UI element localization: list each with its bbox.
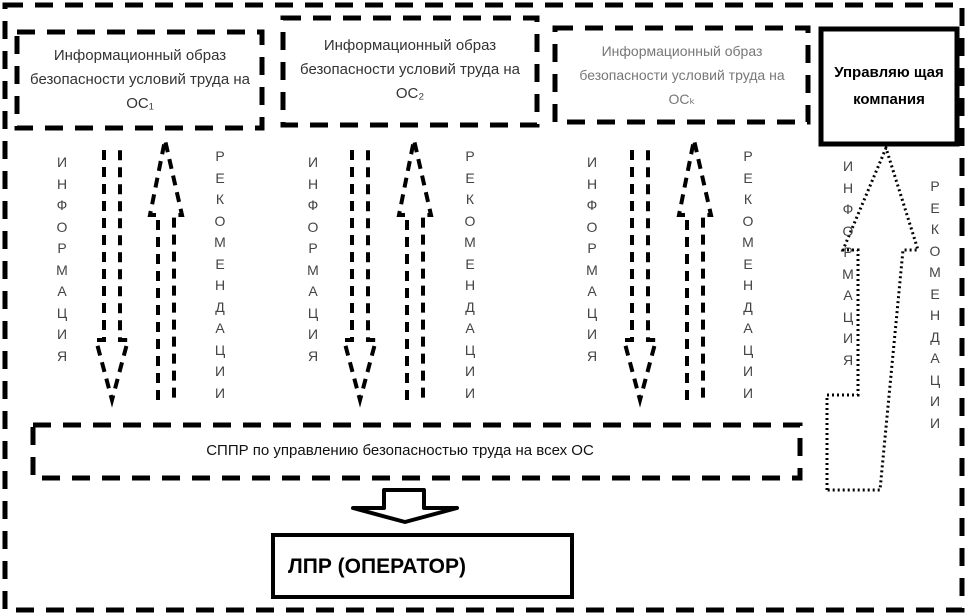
info-image-2-label: Информационный образ безопасности услови… (300, 37, 520, 102)
recommendations-label-management: РЕКОМЕНДАЦИИ (929, 178, 941, 431)
recommendation-arrow-1 (147, 139, 185, 400)
information-label-k: ИНФОРМАЦИЯ (586, 154, 598, 364)
recommendation-arrow-2 (396, 139, 434, 400)
management-feedback-arrow (825, 143, 921, 492)
recommendations-label-1: РЕКОМЕНДАЦИИ (214, 148, 226, 401)
info-image-2-box (280, 15, 540, 128)
info-image-k-box (552, 25, 811, 125)
dss-to-operator-arrow (351, 488, 459, 524)
info-image-k-label: Информационный образ безопасности услови… (579, 43, 785, 107)
information-label-1: ИНФОРМАЦИЯ (56, 154, 68, 364)
dss-label: СППР по управлению безопасностью труда н… (206, 442, 594, 459)
info-image-1-box (14, 29, 265, 131)
management-company-box (818, 26, 960, 147)
recommendation-arrow-k (676, 139, 714, 400)
information-arrow-2 (341, 150, 379, 408)
information-label-management: ИНФОРМАЦИЯ (842, 158, 854, 368)
recommendations-label-2: РЕКОМЕНДАЦИИ (464, 148, 476, 401)
recommendations-label-k: РЕКОМЕНДАЦИИ (742, 148, 754, 401)
decision-maker-label: ЛПР (ОПЕРАТОР) (287, 555, 467, 578)
information-arrow-1 (93, 150, 131, 408)
dss-box (30, 422, 803, 481)
management-company-label: Управляю щая компания (834, 64, 944, 108)
information-label-2: ИНФОРМАЦИЯ (307, 154, 319, 364)
decision-maker-box (271, 533, 574, 599)
information-arrow-k (621, 150, 659, 408)
info-image-1-label: Информационный образ безопасности услови… (30, 47, 250, 112)
